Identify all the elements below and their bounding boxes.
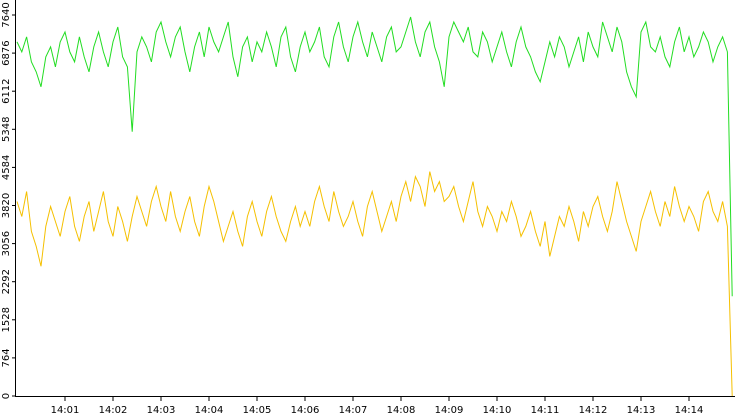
y-tick-label: 4584 bbox=[1, 155, 12, 180]
x-tick-label: 14:07 bbox=[339, 405, 368, 415]
x-tick-label: 14:03 bbox=[147, 405, 176, 415]
y-tick-label: 0 bbox=[1, 393, 12, 399]
x-tick-label: 14:04 bbox=[195, 405, 224, 415]
y-tick-label: 764 bbox=[1, 348, 12, 367]
y-tick-label: 6112 bbox=[1, 78, 12, 103]
y-tick-label: 3820 bbox=[1, 193, 12, 218]
x-tick-label: 14:11 bbox=[531, 405, 560, 415]
x-tick-label: 14:02 bbox=[99, 405, 128, 415]
x-tick-label: 14:01 bbox=[51, 405, 80, 415]
x-tick-label: 14:09 bbox=[435, 405, 464, 415]
x-tick-label: 14:05 bbox=[243, 405, 272, 415]
series-line bbox=[16, 16, 733, 297]
series-line bbox=[16, 171, 733, 397]
y-tick-label: 5348 bbox=[1, 117, 12, 142]
x-tick-label: 14:13 bbox=[627, 405, 656, 415]
x-tick-label: 14:06 bbox=[291, 405, 320, 415]
y-tick-label: 1528 bbox=[1, 307, 12, 332]
x-tick-label: 14:08 bbox=[387, 405, 416, 415]
x-tick-label: 14:12 bbox=[579, 405, 608, 415]
x-tick-label: 14:14 bbox=[675, 405, 704, 415]
y-tick-label: 2292 bbox=[1, 269, 12, 294]
y-tick-label: 7640 bbox=[1, 2, 12, 27]
y-tick-label: 6876 bbox=[1, 40, 12, 65]
y-tick-label: 3056 bbox=[1, 231, 12, 256]
x-tick-label: 14:10 bbox=[483, 405, 512, 415]
